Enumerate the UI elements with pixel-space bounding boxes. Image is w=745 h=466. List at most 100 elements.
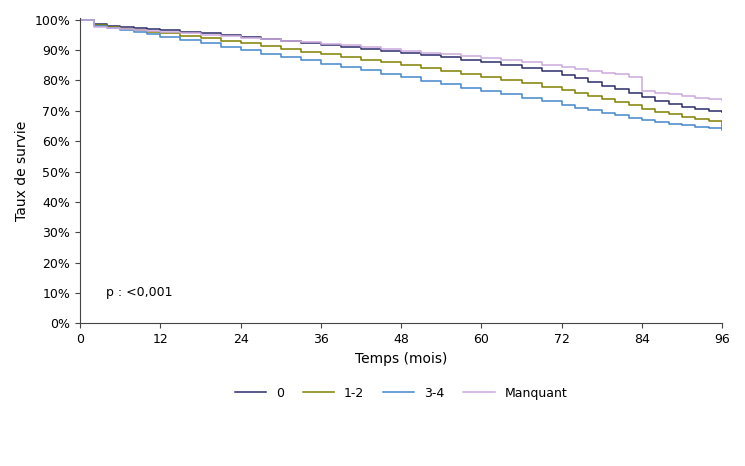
0	[691, 106, 700, 112]
X-axis label: Temps (mois): Temps (mois)	[355, 352, 447, 366]
0	[651, 98, 660, 103]
1-2	[611, 99, 620, 105]
1-2	[276, 46, 285, 52]
0	[457, 57, 466, 62]
0	[115, 24, 124, 29]
Manquant	[416, 50, 425, 55]
3-4	[638, 117, 647, 123]
3-4	[691, 124, 700, 130]
0	[337, 44, 346, 49]
3-4	[477, 89, 486, 94]
1-2	[704, 118, 713, 124]
Manquant	[216, 34, 225, 39]
0	[416, 53, 425, 58]
1-2	[129, 27, 138, 33]
3-4	[457, 85, 466, 90]
Manquant	[691, 95, 700, 101]
Manquant	[664, 92, 673, 97]
0	[297, 40, 305, 46]
0	[102, 23, 111, 28]
0	[236, 34, 245, 40]
3-4	[437, 82, 446, 87]
Line: 0: 0	[80, 20, 722, 112]
1-2	[717, 126, 726, 132]
0	[477, 60, 486, 65]
Manquant	[377, 46, 386, 52]
1-2	[236, 41, 245, 46]
3-4	[236, 48, 245, 53]
Manquant	[176, 31, 185, 36]
1-2	[638, 106, 647, 111]
3-4	[337, 64, 346, 70]
1-2	[571, 90, 580, 96]
3-4	[537, 99, 546, 104]
3-4	[142, 32, 151, 37]
1-2	[537, 84, 546, 89]
Manquant	[276, 38, 285, 43]
1-2	[297, 49, 305, 55]
Manquant	[611, 72, 620, 77]
Manquant	[584, 68, 593, 74]
3-4	[216, 44, 225, 49]
Manquant	[717, 97, 726, 103]
1-2	[317, 51, 326, 57]
0	[557, 72, 566, 78]
0	[256, 36, 265, 41]
1-2	[477, 74, 486, 80]
3-4	[611, 113, 620, 118]
1-2	[76, 17, 85, 22]
0	[196, 30, 205, 36]
1-2	[89, 22, 98, 27]
Manquant	[115, 27, 124, 32]
3-4	[115, 27, 124, 33]
3-4	[357, 68, 366, 73]
0	[396, 50, 405, 56]
Manquant	[76, 17, 85, 22]
Manquant	[102, 26, 111, 31]
0	[142, 26, 151, 32]
Manquant	[537, 62, 546, 68]
3-4	[377, 71, 386, 76]
Manquant	[624, 74, 633, 79]
1-2	[216, 38, 225, 43]
3-4	[677, 123, 686, 128]
Manquant	[156, 29, 165, 34]
0	[611, 86, 620, 92]
0	[156, 27, 165, 33]
Manquant	[477, 55, 486, 61]
1-2	[691, 116, 700, 122]
3-4	[584, 108, 593, 113]
3-4	[276, 55, 285, 60]
0	[517, 65, 526, 71]
1-2	[624, 103, 633, 108]
Manquant	[297, 40, 305, 45]
Manquant	[256, 36, 265, 42]
1-2	[584, 93, 593, 99]
3-4	[317, 61, 326, 67]
Text: p : <0,001: p : <0,001	[106, 286, 172, 299]
Manquant	[677, 94, 686, 99]
1-2	[664, 112, 673, 117]
3-4	[176, 37, 185, 43]
0	[216, 32, 225, 38]
Manquant	[196, 32, 205, 38]
Legend: 0, 1-2, 3-4, Manquant: 0, 1-2, 3-4, Manquant	[230, 382, 572, 404]
Manquant	[142, 28, 151, 34]
Line: 1-2: 1-2	[80, 20, 722, 129]
Manquant	[396, 48, 405, 54]
1-2	[416, 65, 425, 70]
Manquant	[357, 44, 366, 50]
0	[437, 55, 446, 60]
1-2	[357, 57, 366, 62]
3-4	[156, 34, 165, 40]
3-4	[396, 75, 405, 80]
Y-axis label: Taux de survie: Taux de survie	[15, 121, 29, 221]
0	[176, 29, 185, 34]
1-2	[396, 62, 405, 68]
0	[276, 38, 285, 44]
3-4	[597, 110, 606, 116]
1-2	[142, 29, 151, 34]
1-2	[377, 60, 386, 65]
Line: 3-4: 3-4	[80, 20, 722, 130]
0	[377, 48, 386, 54]
